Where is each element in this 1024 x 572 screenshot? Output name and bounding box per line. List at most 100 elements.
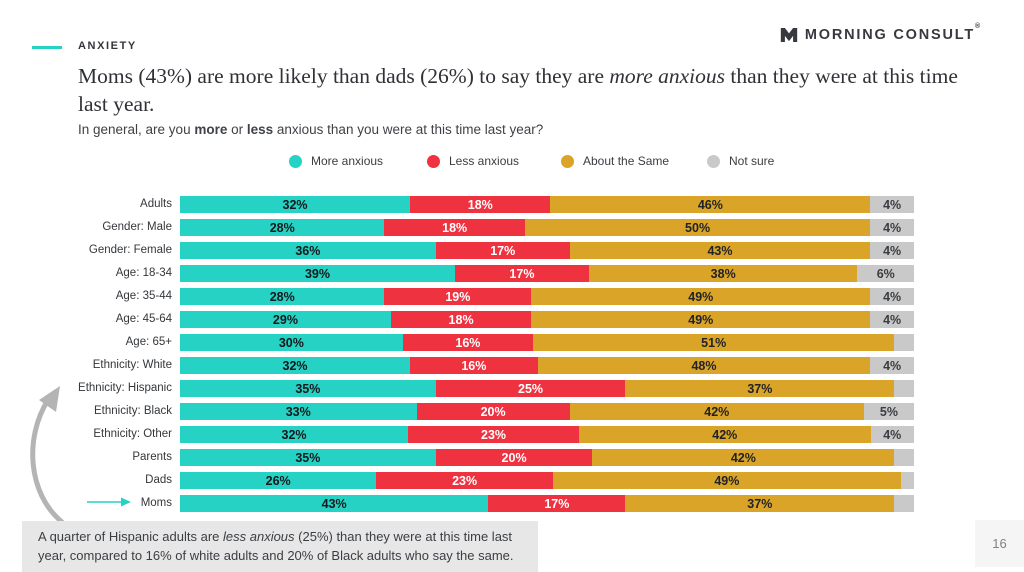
chart-row: Age: 18-34 39% 17% 38% 6% [15, 265, 915, 282]
bar-segment-gold: 42% [579, 426, 871, 443]
bar-segment-teal: 32% [180, 196, 411, 213]
row-label: Adults [140, 198, 172, 210]
bar-segment-teal: 30% [180, 334, 403, 351]
row-label: Gender: Male [102, 221, 172, 233]
callout-italic-phrase: less anxious [223, 529, 295, 544]
bar-segment-gray: 4% [870, 311, 914, 328]
bar-segment-red: 23% [376, 472, 553, 489]
chart-row: Parents 35% 20% 42% [15, 449, 915, 466]
bar-segment-teal: 33% [180, 403, 417, 420]
stacked-bar: 32% 23% 42% 4% [180, 426, 914, 443]
stacked-bar: 35% 25% 37% [180, 380, 915, 397]
eyebrow-accent-line [32, 46, 62, 49]
bar-segment-gray [894, 449, 914, 466]
bar-segment-red: 18% [410, 196, 551, 213]
bar-segment-gray: 4% [870, 426, 914, 443]
bar-segment-red: 16% [410, 357, 538, 374]
bar-segment-gold: 49% [552, 472, 901, 489]
stacked-bar: 36% 17% 43% 4% [180, 242, 915, 259]
registered-mark: ® [975, 23, 982, 30]
stacked-bar: 43% 17% 37% [180, 495, 914, 512]
bar-segment-gray: 4% [870, 288, 914, 305]
stacked-bar: 28% 19% 49% 4% [180, 288, 914, 305]
title-italic-phrase: more anxious [609, 64, 726, 88]
section-label: ANXIETY [78, 40, 137, 52]
bar-segment-gold: 50% [524, 219, 871, 236]
callout-box: A quarter of Hispanic adults are less an… [22, 521, 538, 572]
bar-segment-teal: 35% [180, 380, 436, 397]
legend-item-not-sure: Not sure [707, 154, 774, 168]
chart-row: Ethnicity: Black 33% 20% 42% 5% [15, 403, 915, 420]
stacked-bar: 26% 23% 49% [180, 472, 914, 489]
stacked-bar: 28% 18% 50% 4% [180, 219, 915, 236]
bar-segment-teal: 35% [180, 449, 436, 466]
stacked-bar: 35% 20% 42% [180, 449, 914, 466]
bar-segment-gold: 37% [625, 380, 895, 397]
bar-segment-gray [894, 495, 914, 512]
row-label: Parents [132, 451, 172, 463]
bar-segment-gray: 4% [870, 196, 914, 213]
bar-segment-red: 17% [488, 495, 626, 512]
stacked-bar: 33% 20% 42% 5% [180, 403, 914, 420]
brand-name: MORNING CONSULT® [804, 23, 982, 43]
bar-segment-gold: 49% [531, 288, 871, 305]
bar-segment-gold: 51% [533, 334, 895, 351]
chart-row: Ethnicity: Hispanic 35% 25% 37% [15, 380, 915, 397]
bar-segment-red: 23% [408, 426, 580, 443]
row-label: Age: 65+ [125, 336, 172, 348]
bar-segment-teal: 29% [180, 311, 391, 328]
page-number-panel: 16 [975, 520, 1024, 567]
bar-segment-gray [900, 472, 914, 489]
morning-consult-logo-mark-icon [780, 28, 798, 42]
row-label: Dads [145, 474, 172, 486]
legend-label: Less anxious [449, 154, 520, 168]
bar-segment-gold: 37% [625, 495, 895, 512]
bar-segment-gray: 6% [857, 265, 914, 282]
chart-row: Age: 65+ 30% 16% 51% [15, 334, 915, 351]
moms-pointer-arrow-icon [87, 497, 131, 507]
chart-row: Ethnicity: White 32% 16% 48% 4% [15, 357, 915, 374]
stacked-bar: 32% 18% 46% 4% [180, 196, 914, 213]
row-label: Moms [140, 497, 172, 509]
legend-label: About the Same [583, 154, 670, 168]
bar-segment-red: 18% [390, 311, 532, 328]
bar-segment-gray: 4% [870, 242, 915, 259]
bar-segment-gold: 42% [592, 449, 895, 466]
row-label: Age: 18-34 [115, 267, 172, 279]
bar-segment-red: 20% [435, 449, 593, 466]
bar-segment-teal: 39% [180, 265, 455, 282]
row-label: Age: 45-64 [115, 313, 172, 325]
survey-question: In general, are you more or less anxious… [78, 122, 544, 137]
chart-row: Moms 43% 17% 37% [15, 495, 915, 512]
bar-segment-gold: 38% [588, 265, 858, 282]
stacked-bar: 29% 18% 49% 4% [180, 311, 914, 328]
bar-segment-gold: 46% [550, 196, 871, 213]
row-label: Age: 35-44 [115, 290, 172, 302]
bar-segment-gray: 4% [870, 357, 914, 374]
chart-row: Gender: Female 36% 17% 43% 4% [15, 242, 915, 259]
legend-item-about-the-same: About the Same [561, 154, 669, 168]
page-number: 16 [992, 536, 1007, 551]
chart-row: Ethnicity: Other 32% 23% 42% 4% [15, 426, 915, 443]
chart-row: Gender: Male 28% 18% 50% 4% [15, 219, 915, 236]
morning-consult-logo: MORNING CONSULT® [780, 23, 982, 43]
bar-segment-red: 16% [402, 334, 534, 351]
bar-segment-gold: 49% [531, 311, 871, 328]
bar-segment-red: 17% [454, 265, 589, 282]
chart-row: Age: 35-44 28% 19% 49% 4% [15, 288, 915, 305]
chart-row: Age: 45-64 29% 18% 49% 4% [15, 311, 915, 328]
bar-segment-teal: 36% [180, 242, 436, 259]
bar-segment-red: 25% [435, 380, 626, 397]
bar-segment-teal: 26% [180, 472, 377, 489]
legend-item-less-anxious: Less anxious [427, 154, 519, 168]
bar-segment-teal: 28% [180, 219, 385, 236]
bar-segment-gold: 43% [569, 242, 871, 259]
legend-swatch-not-sure-icon [707, 154, 720, 168]
legend-swatch-less-anxious-icon [427, 154, 440, 168]
legend-label: Not sure [729, 154, 775, 168]
curved-annotation-arrow-icon [30, 386, 65, 525]
stacked-bar: 32% 16% 48% 4% [180, 357, 914, 374]
bar-segment-red: 18% [384, 219, 525, 236]
bar-segment-gold: 42% [569, 403, 864, 420]
bar-segment-gray [894, 334, 914, 351]
